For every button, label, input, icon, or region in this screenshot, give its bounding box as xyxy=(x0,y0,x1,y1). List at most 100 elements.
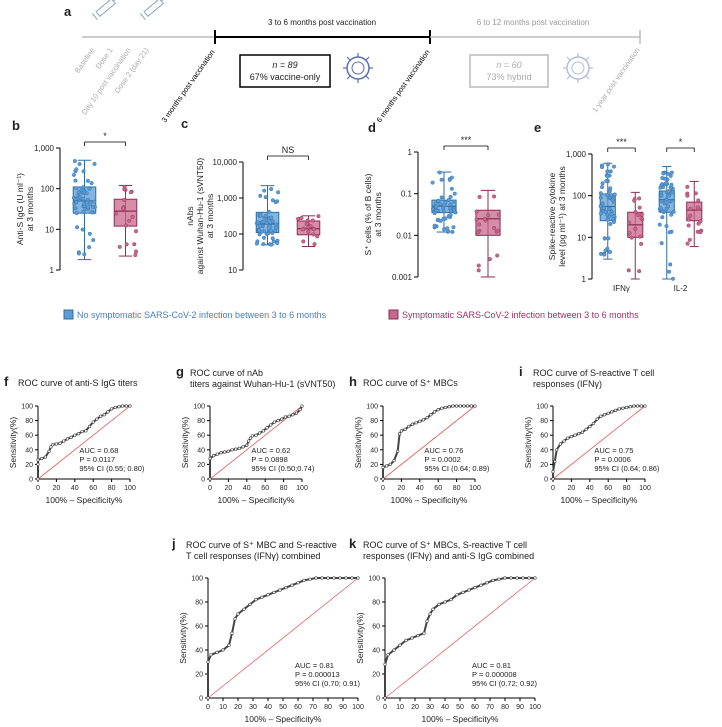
ci-label: 95% CI (0.55; 0.80) xyxy=(79,464,145,473)
data-point xyxy=(122,187,127,192)
panel-label-h: h xyxy=(349,374,357,389)
roc-point xyxy=(219,451,223,455)
y-tick-label: 40 xyxy=(197,447,205,454)
data-point xyxy=(598,211,603,216)
x-tick-label: 90 xyxy=(516,704,524,711)
data-point xyxy=(664,180,669,185)
roc-point xyxy=(447,405,451,409)
x-tick-label: 0 xyxy=(383,704,387,711)
y-tick-label: 0 xyxy=(201,477,205,484)
data-point xyxy=(495,253,500,258)
y-tick-label: 10 xyxy=(577,233,586,242)
roc-point xyxy=(432,410,437,414)
x-tick-label: 80 xyxy=(108,485,116,492)
roc-point xyxy=(294,411,299,415)
tick-1year: 1 year post vaccination xyxy=(590,46,641,114)
x-tick-label: 40 xyxy=(586,485,594,492)
data-point xyxy=(449,186,454,191)
roc-point xyxy=(533,576,537,580)
roc-title: ROC curve of anti-S IgG titers xyxy=(18,378,138,388)
roc-point xyxy=(298,408,302,412)
y-axis-label: at 3 months xyxy=(25,187,35,231)
roc-point xyxy=(410,636,414,640)
panel-label-b: b xyxy=(12,118,20,133)
data-point xyxy=(669,182,674,187)
data-point xyxy=(87,186,92,191)
y-tick-label: 80 xyxy=(540,418,548,425)
data-point xyxy=(268,224,273,229)
data-point xyxy=(686,223,691,228)
roc-point xyxy=(62,439,66,443)
ci-label: 95% CI (0.72; 0.92) xyxy=(472,679,538,688)
roc-point xyxy=(521,576,525,580)
roc-point xyxy=(553,459,557,464)
roc-point xyxy=(272,590,276,595)
data-point xyxy=(607,189,612,194)
x-axis-label: 100% – Specificity% xyxy=(390,495,467,505)
x-tick-label: 0 xyxy=(381,485,385,492)
data-point xyxy=(658,206,663,211)
data-point xyxy=(637,196,642,201)
roc-point xyxy=(624,405,629,410)
data-point xyxy=(626,268,631,273)
roc-point xyxy=(388,462,392,467)
y-tick-label: 10 xyxy=(228,266,237,275)
data-point xyxy=(608,221,613,226)
timeline-panel: a 3 to 6 months post vaccination 6 to 12… xyxy=(64,0,642,124)
data-point xyxy=(270,198,275,203)
roc-point xyxy=(272,420,277,424)
roc-point xyxy=(462,404,466,408)
roc-point xyxy=(551,477,555,481)
data-point xyxy=(117,244,122,249)
roc-point xyxy=(241,445,245,449)
roc-point xyxy=(302,578,306,583)
data-point xyxy=(273,225,278,230)
data-point xyxy=(80,227,85,232)
y-tick-label: 40 xyxy=(370,447,378,454)
roc-title: ROC curve of S⁺ MBCs xyxy=(363,378,458,388)
data-point xyxy=(660,215,665,220)
data-point xyxy=(263,195,268,200)
x-tick-label: 90 xyxy=(339,704,347,711)
roc-point xyxy=(643,404,647,408)
data-point xyxy=(670,276,675,281)
p-value-label: P = 0.0117 xyxy=(79,455,115,464)
roc-point xyxy=(51,443,55,447)
x-tick-label: 60 xyxy=(471,704,479,711)
data-point xyxy=(612,164,617,169)
y-tick-label: 10,000 xyxy=(213,158,238,167)
data-point xyxy=(82,252,87,257)
x-tick-label: 30 xyxy=(249,704,257,711)
y-tick-label: 60 xyxy=(540,433,548,440)
x-tick-label: 80 xyxy=(501,704,509,711)
roc-point xyxy=(503,576,507,580)
reference-diagonal xyxy=(207,577,359,699)
data-point xyxy=(75,225,80,230)
tick-baseline: Baseline xyxy=(73,46,97,75)
data-point xyxy=(449,175,454,180)
x-tick-label: 0 xyxy=(551,485,555,492)
data-point xyxy=(604,178,609,183)
data-point xyxy=(482,216,487,221)
legend-swatch-pink xyxy=(388,309,399,320)
data-point xyxy=(432,223,437,228)
roc-point xyxy=(87,424,92,429)
data-point xyxy=(127,218,132,223)
data-point xyxy=(113,211,118,216)
data-point xyxy=(452,191,457,196)
y-axis-label: Sensitivity(%) xyxy=(353,417,363,469)
y-tick-label: 60 xyxy=(25,433,33,440)
data-point xyxy=(133,253,138,258)
y-tick-label: 80 xyxy=(195,600,203,607)
y-axis-label: at 3 months xyxy=(205,194,215,238)
data-point xyxy=(666,189,671,194)
roc-point xyxy=(265,426,269,430)
data-point xyxy=(77,162,82,167)
data-point xyxy=(610,197,615,202)
x-tick-label: 0 xyxy=(208,485,212,492)
y-tick-label: 40 xyxy=(372,648,380,655)
roc-point xyxy=(383,662,387,667)
data-point xyxy=(441,216,446,221)
p-value-label: P = 0.0006 xyxy=(594,455,630,464)
data-point xyxy=(670,190,675,195)
